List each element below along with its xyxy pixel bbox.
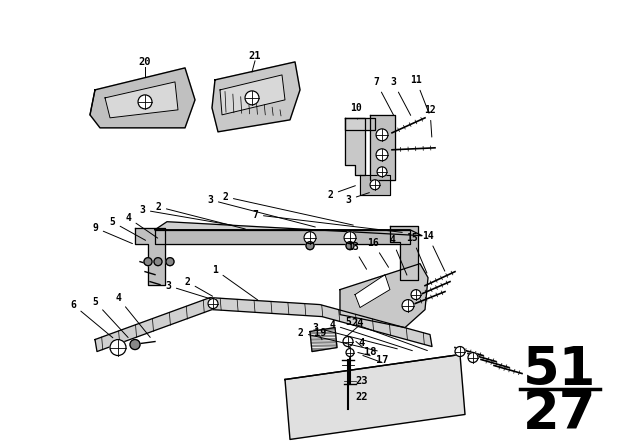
Polygon shape [105,82,178,118]
Circle shape [346,349,354,357]
Text: 10: 10 [350,103,362,119]
Circle shape [376,149,388,161]
Polygon shape [310,327,337,352]
Text: 17: 17 [376,354,388,365]
Circle shape [245,91,259,105]
Text: 18: 18 [364,347,376,357]
Text: 12: 12 [424,105,436,137]
Polygon shape [135,228,165,284]
Circle shape [344,232,356,244]
Text: 6: 6 [70,300,113,338]
Polygon shape [220,75,285,115]
Circle shape [208,299,218,309]
Text: 16: 16 [367,238,388,267]
Circle shape [411,289,421,300]
Circle shape [138,95,152,109]
Text: 3: 3 [345,193,369,205]
Text: 11: 11 [410,75,429,113]
Circle shape [110,340,126,356]
Polygon shape [95,297,432,352]
Text: 14: 14 [422,231,445,271]
Circle shape [402,300,414,312]
Text: 3: 3 [207,195,316,227]
Text: 15: 15 [406,233,427,273]
Text: 5: 5 [109,217,145,240]
Text: 5: 5 [92,297,128,337]
Text: 4: 4 [115,293,150,337]
Text: 2: 2 [297,327,378,351]
Polygon shape [340,264,428,327]
Text: 51: 51 [524,344,596,396]
Text: 2: 2 [222,192,353,225]
Text: 4: 4 [329,319,412,351]
Text: 1: 1 [212,265,258,300]
Circle shape [346,241,354,250]
Text: 23: 23 [356,376,368,387]
Circle shape [154,258,162,266]
Text: 4: 4 [389,235,407,275]
Text: 2: 2 [184,276,212,296]
Polygon shape [360,175,390,195]
Polygon shape [155,230,410,244]
Text: 24: 24 [352,318,364,327]
Text: 22: 22 [356,392,368,402]
Circle shape [376,129,388,141]
Text: 3: 3 [390,77,411,116]
Polygon shape [285,354,465,439]
Text: 2: 2 [155,202,245,229]
Text: 3: 3 [165,280,211,299]
Circle shape [166,258,174,266]
Polygon shape [370,115,395,180]
Circle shape [455,347,465,357]
Circle shape [306,241,314,250]
Circle shape [144,258,152,266]
Polygon shape [345,118,375,130]
Circle shape [370,180,380,190]
Circle shape [468,353,478,362]
Text: 7: 7 [252,210,403,233]
Polygon shape [345,118,365,175]
Text: 4: 4 [125,213,157,238]
Text: 13: 13 [347,241,367,269]
Text: 20: 20 [139,57,151,67]
Text: 2: 2 [327,185,355,200]
Text: 4: 4 [359,337,365,348]
Text: 21: 21 [249,51,261,61]
Circle shape [343,336,353,347]
Text: 5: 5 [345,317,428,351]
Circle shape [304,232,316,244]
Polygon shape [155,222,422,236]
Polygon shape [212,62,300,132]
Polygon shape [390,226,418,280]
Text: 3: 3 [139,205,232,225]
Text: 27: 27 [524,388,596,440]
Text: 7: 7 [373,77,394,116]
Polygon shape [90,68,195,128]
Text: 3: 3 [312,323,397,349]
Circle shape [130,340,140,349]
Circle shape [377,167,387,177]
Text: 19: 19 [314,327,326,337]
Text: 9: 9 [92,223,132,244]
Polygon shape [355,275,390,308]
